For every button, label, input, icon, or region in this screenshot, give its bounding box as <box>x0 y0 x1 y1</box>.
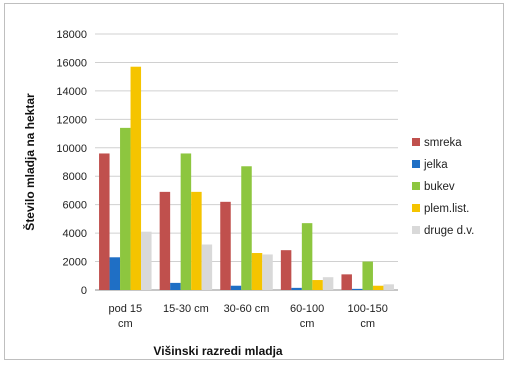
legend-label: druge d.v. <box>424 225 474 237</box>
legend-label: smreka <box>424 137 462 149</box>
bar-bukev-4 <box>362 261 373 290</box>
bar-bukev-0 <box>120 127 131 290</box>
bar-druge-d-v--4 <box>383 284 394 290</box>
legend-swatch <box>412 138 420 146</box>
x-axis-title: Višinski razredi mladja <box>153 344 283 358</box>
legend-swatch <box>412 182 420 190</box>
bar-druge-d-v--2 <box>262 254 273 290</box>
y-tick-label: 0 <box>81 285 87 297</box>
bars <box>99 66 394 290</box>
y-tick-label: 14000 <box>56 86 87 98</box>
x-tick-labels: pod 15 cm 15-30 cm 30-60 cm 60-100 cm 100-150 c… <box>108 303 387 330</box>
x-tick-label: 100-150 cm <box>348 303 388 330</box>
y-tick-label: 12000 <box>56 114 87 126</box>
x-tick-label: 15-30 cm <box>163 303 209 315</box>
x-tick-label: 30-60 cm <box>224 303 270 315</box>
legend: smreka jelka bukev plem.list. druge d.v. <box>412 137 474 237</box>
bar-bukev-1 <box>180 153 192 290</box>
bar-plem-list--3 <box>312 280 323 290</box>
bar-smreka-0 <box>99 153 110 290</box>
bar-plem-list--4 <box>372 285 384 290</box>
legend-label: jelka <box>423 159 448 171</box>
x-tick-label: pod 15 cm <box>108 303 142 330</box>
legend-swatch <box>412 160 420 168</box>
y-tick-label: 16000 <box>56 57 87 69</box>
y-tick-labels: 0 2000 4000 6000 8000 10000 12000 14000 16000 180… <box>56 29 87 297</box>
bar-jelka-4 <box>351 288 363 290</box>
y-axis-title: Število mladja na hektar <box>22 93 37 231</box>
bar-druge-d-v--1 <box>201 244 213 290</box>
y-tick-label: 6000 <box>63 200 87 212</box>
bar-jelka-1 <box>170 282 181 290</box>
bar-jelka-2 <box>230 285 242 290</box>
bar-plem-list--2 <box>251 253 263 290</box>
bar-smreka-2 <box>220 201 231 290</box>
legend-swatch <box>412 204 420 212</box>
x-tick-label: 60-100 cm <box>290 303 324 330</box>
y-tick-label: 10000 <box>56 143 87 155</box>
bar-bukev-3 <box>301 223 313 290</box>
bar-plem-list--1 <box>191 191 202 290</box>
y-tick-label: 8000 <box>63 171 87 183</box>
bar-jelka-3 <box>291 287 302 290</box>
bar-smreka-1 <box>159 191 171 290</box>
bar-smreka-3 <box>280 250 292 290</box>
bar-smreka-4 <box>341 274 352 290</box>
bar-bukev-2 <box>241 166 252 290</box>
legend-label: plem.list. <box>424 203 469 215</box>
legend-swatch <box>412 226 420 234</box>
y-tick-label: 18000 <box>56 29 87 41</box>
y-tick-label: 2000 <box>63 257 87 269</box>
bar-druge-d-v--3 <box>322 277 334 290</box>
bar-druge-d-v--0 <box>141 231 152 290</box>
legend-label: bukev <box>424 181 455 193</box>
y-tick-label: 4000 <box>63 228 87 240</box>
bar-plem-list--0 <box>130 66 142 290</box>
bar-jelka-0 <box>109 257 121 290</box>
